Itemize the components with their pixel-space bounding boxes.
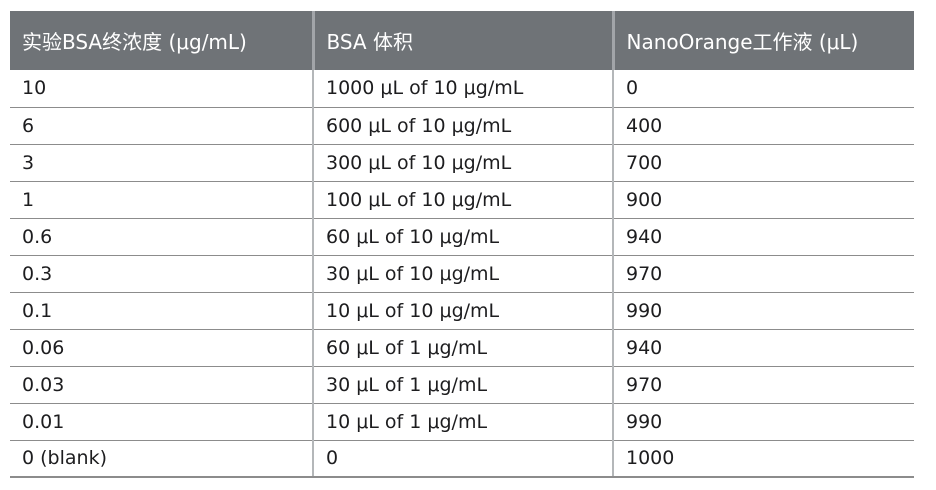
table-row: 0.6 60 μL of 10 μg/mL 940 xyxy=(10,218,914,256)
cell-nanoorange-volume: 0 xyxy=(612,70,914,108)
cell-concentration: 3 xyxy=(10,144,313,182)
cell-bsa-volume: 30 μL of 10 μg/mL xyxy=(312,255,613,293)
bsa-dilution-table: 实验BSA终浓度 (μg/mL) BSA 体积 NanoOrange工作液 (μ… xyxy=(10,11,914,478)
cell-nanoorange-volume: 400 xyxy=(612,107,914,145)
cell-concentration: 0.3 xyxy=(10,255,313,293)
cell-bsa-volume: 10 μL of 10 μg/mL xyxy=(312,292,613,330)
cell-concentration: 0 (blank) xyxy=(10,440,313,478)
cell-nanoorange-volume: 990 xyxy=(612,292,914,330)
table-row: 0.06 60 μL of 1 μg/mL 940 xyxy=(10,329,914,367)
table-row: 0.01 10 μL of 1 μg/mL 990 xyxy=(10,403,914,441)
table-row: 0.1 10 μL of 10 μg/mL 990 xyxy=(10,292,914,330)
cell-concentration: 0.6 xyxy=(10,218,313,256)
cell-nanoorange-volume: 1000 xyxy=(612,440,914,478)
bsa-dilution-table-container: 实验BSA终浓度 (μg/mL) BSA 体积 NanoOrange工作液 (μ… xyxy=(10,11,914,478)
cell-nanoorange-volume: 940 xyxy=(612,218,914,256)
cell-concentration: 0.03 xyxy=(10,366,313,404)
cell-concentration: 10 xyxy=(10,70,313,108)
table-row: 3 300 μL of 10 μg/mL 700 xyxy=(10,144,914,182)
table-row: 10 1000 μL of 10 μg/mL 0 xyxy=(10,70,914,108)
table-row: 6 600 μL of 10 μg/mL 400 xyxy=(10,107,914,145)
cell-nanoorange-volume: 970 xyxy=(612,255,914,293)
cell-nanoorange-volume: 900 xyxy=(612,181,914,219)
cell-concentration: 1 xyxy=(10,181,313,219)
cell-bsa-volume: 1000 μL of 10 μg/mL xyxy=(312,70,613,108)
table-row: 0.3 30 μL of 10 μg/mL 970 xyxy=(10,255,914,293)
table-row: 0.03 30 μL of 1 μg/mL 970 xyxy=(10,366,914,404)
cell-concentration: 6 xyxy=(10,107,313,145)
cell-nanoorange-volume: 970 xyxy=(612,366,914,404)
cell-bsa-volume: 60 μL of 1 μg/mL xyxy=(312,329,613,367)
cell-bsa-volume: 10 μL of 1 μg/mL xyxy=(312,403,613,441)
header-row: 实验BSA终浓度 (μg/mL) BSA 体积 NanoOrange工作液 (μ… xyxy=(10,11,914,70)
column-header-bsa-final-concentration: 实验BSA终浓度 (μg/mL) xyxy=(10,11,313,70)
cell-concentration: 0.1 xyxy=(10,292,313,330)
table-row: 0 (blank) 0 1000 xyxy=(10,440,914,478)
table-header: 实验BSA终浓度 (μg/mL) BSA 体积 NanoOrange工作液 (μ… xyxy=(10,11,914,70)
cell-bsa-volume: 300 μL of 10 μg/mL xyxy=(312,144,613,182)
cell-bsa-volume: 30 μL of 1 μg/mL xyxy=(312,366,613,404)
cell-concentration: 0.06 xyxy=(10,329,313,367)
table-body: 10 1000 μL of 10 μg/mL 0 6 600 μL of 10 … xyxy=(10,70,914,478)
cell-bsa-volume: 60 μL of 10 μg/mL xyxy=(312,218,613,256)
cell-nanoorange-volume: 700 xyxy=(612,144,914,182)
cell-nanoorange-volume: 990 xyxy=(612,403,914,441)
cell-bsa-volume: 600 μL of 10 μg/mL xyxy=(312,107,613,145)
cell-concentration: 0.01 xyxy=(10,403,313,441)
table-row: 1 100 μL of 10 μg/mL 900 xyxy=(10,181,914,219)
cell-bsa-volume: 0 xyxy=(312,440,613,478)
column-header-bsa-volume: BSA 体积 xyxy=(311,11,613,70)
cell-nanoorange-volume: 940 xyxy=(612,329,914,367)
cell-bsa-volume: 100 μL of 10 μg/mL xyxy=(312,181,613,219)
column-header-nanoorange-working-solution: NanoOrange工作液 (μL) xyxy=(611,11,914,70)
